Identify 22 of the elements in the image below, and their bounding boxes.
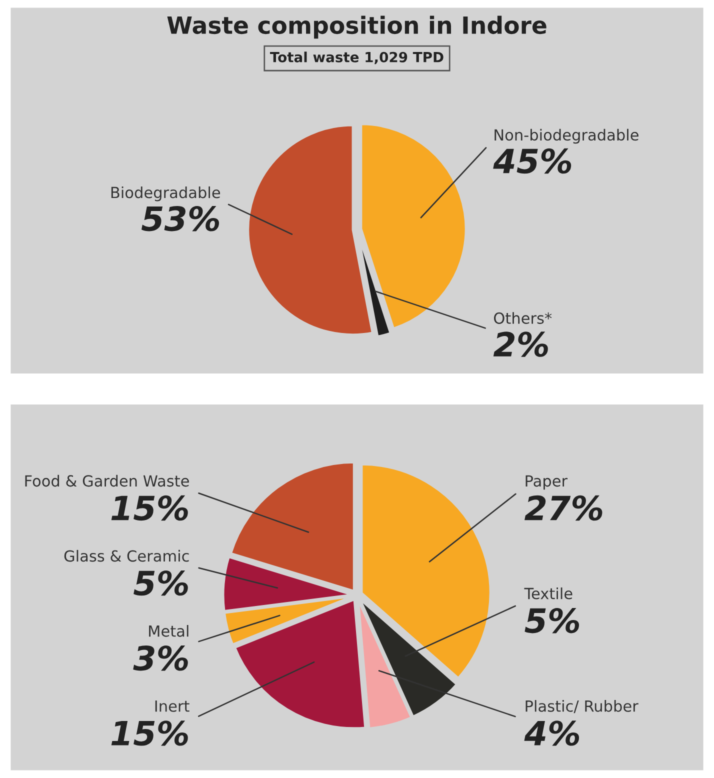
- slice-label: Food & Garden Waste: [25, 474, 189, 487]
- data-label: 5%: [524, 608, 580, 634]
- slice-label: Inert: [155, 700, 190, 712]
- data-label: 4%: [524, 720, 580, 746]
- data-label: 3%: [133, 646, 188, 671]
- slice-label: Paper: [526, 475, 568, 490]
- data-label: 27%: [524, 495, 602, 521]
- slice-label: Biodegradable: [111, 186, 220, 202]
- slice-label: Plastic/ Rubber: [526, 700, 638, 714]
- slice-label: Textile: [524, 587, 572, 600]
- slice-label: Non-biodegradable: [494, 128, 638, 144]
- chart-title: Waste composition in Indore: [167, 16, 546, 39]
- data-label: 15%: [111, 495, 188, 521]
- data-label: 15%: [111, 720, 188, 746]
- data-label: 5%: [134, 570, 188, 596]
- slice-label: Glass & Ceramic: [64, 550, 189, 562]
- slice-label: Metal: [149, 624, 188, 637]
- data-label: 53%: [142, 206, 220, 232]
- slice-label: Others*: [494, 312, 552, 324]
- data-label: 45%: [493, 148, 572, 174]
- chart-subtitle: Total waste 1,029 TPD: [270, 52, 444, 64]
- data-label: 2%: [493, 332, 548, 357]
